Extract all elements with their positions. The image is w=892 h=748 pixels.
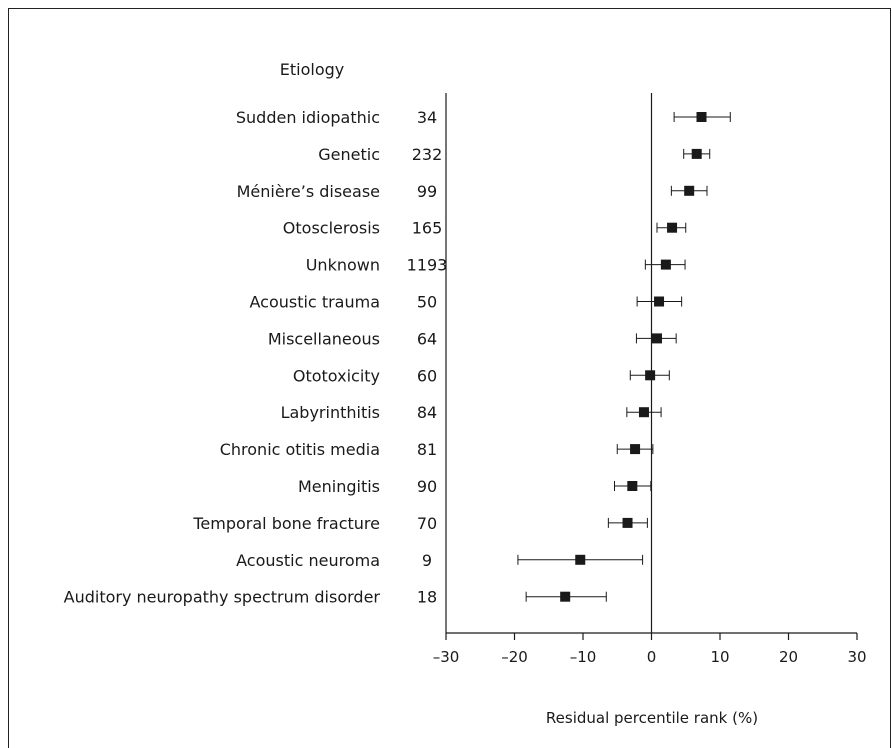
- point-estimate-marker: [575, 554, 586, 565]
- point-estimate-marker: [684, 185, 695, 196]
- etiology-label: Otosclerosis: [283, 219, 380, 238]
- etiology-label: Unknown: [306, 256, 380, 275]
- sample-size: 18: [417, 588, 437, 607]
- x-tick-label: 20: [779, 648, 798, 666]
- etiology-label: Temporal bone fracture: [192, 514, 380, 533]
- point-estimate-marker: [645, 370, 656, 381]
- sample-size: 34: [417, 108, 437, 127]
- sample-size: 9: [422, 551, 432, 570]
- etiology-label: Labyrinthitis: [281, 403, 380, 422]
- point-estimate-marker: [622, 517, 633, 528]
- point-estimate-marker: [651, 333, 662, 344]
- rows-group: Sudden idiopathic 34 Genetic 232 Ménière’s d…: [64, 108, 731, 607]
- etiology-label: Genetic: [318, 145, 380, 164]
- point-estimate-marker: [660, 259, 671, 270]
- etiology-label: Ménière’s disease: [237, 182, 380, 201]
- figure-frame: [8, 8, 891, 748]
- x-tick-label: –30: [433, 648, 460, 666]
- etiology-label: Acoustic neuroma: [236, 551, 380, 570]
- point-estimate-marker: [560, 591, 571, 602]
- sample-size: 84: [417, 403, 437, 422]
- x-tick-label: 10: [710, 648, 729, 666]
- sample-size: 70: [417, 514, 437, 533]
- column-header: Etiology: [280, 60, 344, 79]
- sample-size: 165: [412, 219, 443, 238]
- etiology-label: Chronic otitis media: [220, 440, 380, 459]
- etiology-label: Auditory neuropathy spectrum disorder: [64, 588, 381, 607]
- sample-size: 90: [417, 477, 437, 496]
- etiology-label: Meningitis: [298, 477, 380, 496]
- etiology-label: Ototoxicity: [293, 366, 380, 385]
- point-estimate-marker: [696, 112, 707, 122]
- x-tick-label: 0: [647, 648, 657, 666]
- point-estimate-marker: [667, 222, 678, 233]
- sample-size: 232: [412, 145, 443, 164]
- point-estimate-marker: [691, 148, 702, 159]
- point-estimate-marker: [654, 296, 665, 307]
- etiology-label: Acoustic trauma: [249, 293, 380, 312]
- x-tick-label: 30: [847, 648, 866, 666]
- etiology-label: Miscellaneous: [268, 329, 380, 348]
- etiology-label: Sudden idiopathic: [236, 108, 380, 127]
- sample-size: 81: [417, 440, 437, 459]
- x-ticks-group: –30 –20 –10 0 10 20 30: [433, 633, 867, 666]
- point-estimate-marker: [638, 407, 649, 418]
- sample-size: 99: [417, 182, 437, 201]
- point-estimate-marker: [627, 481, 638, 491]
- x-tick-label: –20: [501, 648, 528, 666]
- x-tick-label: –10: [570, 648, 597, 666]
- sample-size: 1193: [407, 256, 448, 275]
- sample-size: 64: [417, 329, 437, 348]
- point-estimate-marker: [630, 444, 641, 455]
- sample-size: 50: [417, 293, 437, 312]
- x-axis-label: Residual percentile rank (%): [546, 709, 758, 727]
- sample-size: 60: [417, 366, 437, 385]
